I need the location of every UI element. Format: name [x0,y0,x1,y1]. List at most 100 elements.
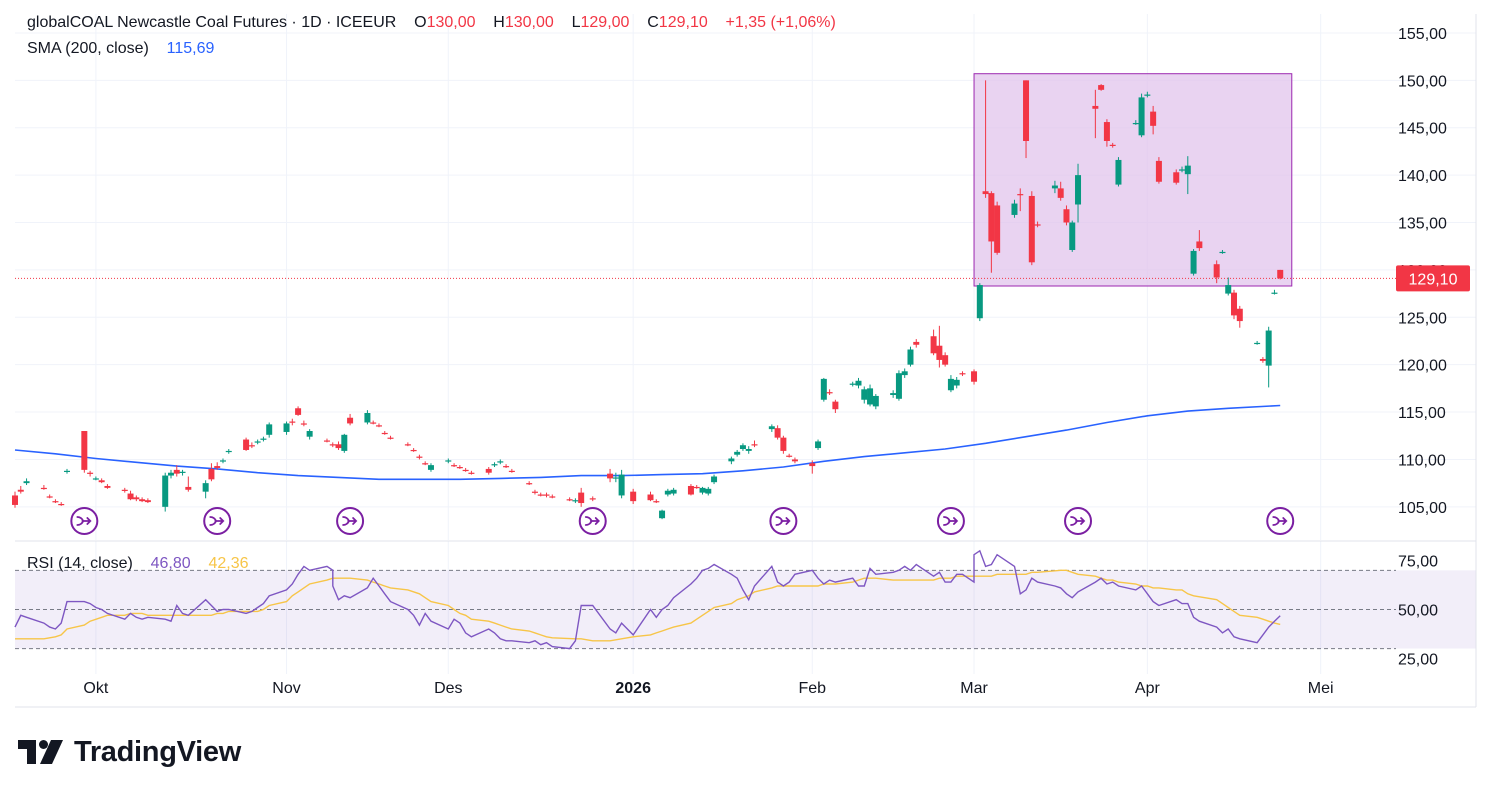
price-axis[interactable]: 155,00150,00145,00140,00135,00130,00125,… [1398,26,1447,517]
candle-body-2026-03-03 [976,285,983,319]
candle-2026-01-29 [786,453,793,458]
price-tick-120: 120,00 [1398,358,1447,375]
candle-body-2025-12-22 [566,499,573,501]
candle-body-2025-10-08 [133,497,140,500]
candle-2025-11-20 [381,431,388,435]
candle-2025-09-22 [40,485,47,490]
candle-2025-11-03 [283,421,290,435]
close-value: 129,10 [658,14,708,31]
candle-body-2026-04-07 [1179,169,1186,171]
rsi-legend[interactable]: RSI (14, close) 46,80 42,36 [27,555,249,573]
candle-2026-03-13 [1034,221,1041,228]
candle-body-2026-01-05 [647,494,654,501]
candle-2026-03-12 [1028,191,1035,266]
event-marker-icon[interactable] [1266,507,1295,535]
candle-body-2026-01-16 [711,476,718,483]
candle-body-2026-04-17 [1236,308,1243,322]
candle-body-2026-04-01 [1144,94,1151,96]
candle-2025-09-26 [63,468,70,474]
candle-2025-09-19 [23,478,30,486]
event-marker-icon[interactable] [936,507,965,535]
candle-body-2026-01-09 [670,489,677,494]
range-box-annotation[interactable] [973,73,1293,287]
candle-body-2026-02-02 [809,463,816,467]
candle-body-2026-03-30 [1132,122,1139,125]
candle-body-2026-01-13 [693,486,700,489]
tradingview-brand[interactable]: TradingView [18,734,241,770]
candle-2025-12-26 [589,496,596,502]
candle-body-2025-11-19 [375,425,382,427]
candle-body-2026-03-23 [1092,105,1099,109]
candle-body-2026-02-12 [867,388,874,405]
candle-2025-10-22 [214,462,221,470]
candle-2025-11-21 [387,435,394,440]
candle-body-2025-12-31 [618,474,625,496]
candle-2026-01-08 [664,488,671,497]
candle-body-2025-11-17 [364,413,371,423]
candle-body-2026-02-04 [820,378,827,400]
candle-2026-03-26 [1109,142,1116,148]
candle-2025-10-28 [248,442,255,449]
candle-body-2026-02-11 [861,389,868,400]
symbol-title[interactable]: globalCOAL Newcastle Coal Futures · 1D ·… [27,14,397,31]
candle-2026-04-17 [1236,305,1243,328]
candle-2025-10-08 [133,495,140,502]
event-marker-icon[interactable] [336,507,365,535]
candle-body-2025-11-11 [329,444,336,446]
last-price-badge: 129,10 [1396,265,1470,292]
candle-2026-01-14 [699,486,706,495]
main-grid [15,14,1476,540]
candle-2025-12-16 [531,489,538,495]
candle-2025-11-27 [422,461,429,466]
candle-2026-02-26 [947,375,954,393]
candle-2026-02-19 [907,346,914,367]
candle-body-2025-12-12 [508,470,515,473]
candle-body-2026-02-26 [947,378,954,391]
price-tick-145: 145,00 [1398,121,1447,138]
candle-body-2025-11-28 [427,465,434,470]
candle-body-2026-04-15 [1225,285,1232,294]
candle-2026-02-02 [809,460,816,474]
candle-2025-10-24 [225,449,232,454]
candle-2026-02-09 [849,381,856,387]
event-marker-icon[interactable] [70,507,99,535]
candle-body-2026-02-06 [832,401,839,410]
candle-2025-11-14 [347,413,354,426]
rsi-axis[interactable]: 75,00 50,00 25,00 [1398,554,1438,669]
candle-body-2025-12-18 [543,494,550,496]
candle-body-2025-10-31 [266,424,273,435]
candle-body-2026-02-05 [826,392,833,394]
candle-2025-09-17 [12,491,18,508]
sma-legend[interactable]: SMA (200, close) 115,69 [27,40,214,58]
candle-body-2026-04-21 [1259,358,1266,361]
candle-body-2026-04-23 [1271,292,1278,294]
candle-body-2026-03-12 [1028,195,1035,263]
candle-body-2025-10-24 [225,450,232,453]
rsi-tick-50: 50,00 [1398,602,1438,619]
event-marker-icon[interactable] [769,507,798,535]
candle-2025-10-20 [202,480,209,499]
candle-body-2025-10-20 [202,483,209,492]
event-marker-icon[interactable] [1064,507,1093,535]
event-marker-icon[interactable] [203,507,232,535]
candle-2026-02-03 [815,439,822,450]
candle-2025-11-25 [410,448,417,452]
price-tick-150: 150,00 [1398,73,1447,90]
candle-2025-10-15 [173,465,180,477]
symbol-legend[interactable]: globalCOAL Newcastle Coal Futures · 1D ·… [27,14,836,32]
candle-body-2025-12-23 [572,500,579,502]
candle-body-2026-02-19 [907,349,914,365]
event-marker-icon[interactable] [578,507,607,535]
time-axis[interactable]: Okt Nov Des 2026 Feb Mar Apr Mei [83,680,1333,697]
candle-2025-12-12 [508,468,515,473]
open-label: O [414,14,427,31]
candle-body-2026-01-14 [699,487,706,493]
candle-body-2025-11-27 [422,463,429,465]
candle-2026-03-20 [1075,163,1082,223]
candle-2025-11-12 [335,441,342,450]
candle-body-2026-04-10 [1196,241,1203,249]
candle-body-2025-12-10 [497,461,504,463]
candle-body-2025-12-16 [531,491,538,493]
candle-body-2025-10-30 [260,438,267,440]
candle-body-2025-10-27 [243,439,250,450]
